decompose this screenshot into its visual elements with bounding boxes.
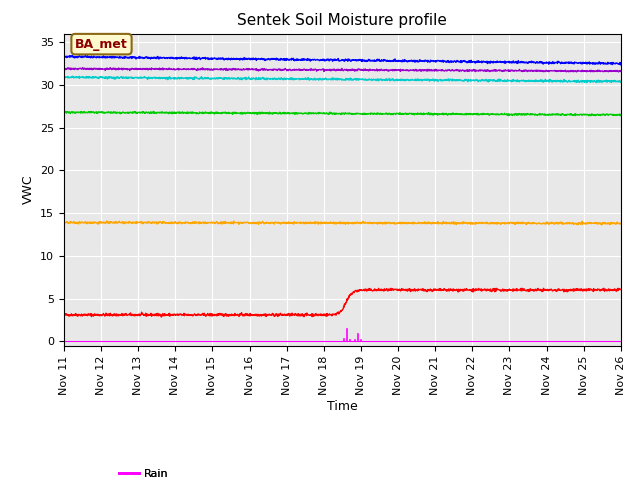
X-axis label: Time: Time [327, 400, 358, 413]
Legend: Rain: Rain [114, 465, 173, 480]
Y-axis label: VWC: VWC [22, 175, 35, 204]
Text: BA_met: BA_met [75, 37, 128, 51]
Title: Sentek Soil Moisture profile: Sentek Soil Moisture profile [237, 13, 447, 28]
